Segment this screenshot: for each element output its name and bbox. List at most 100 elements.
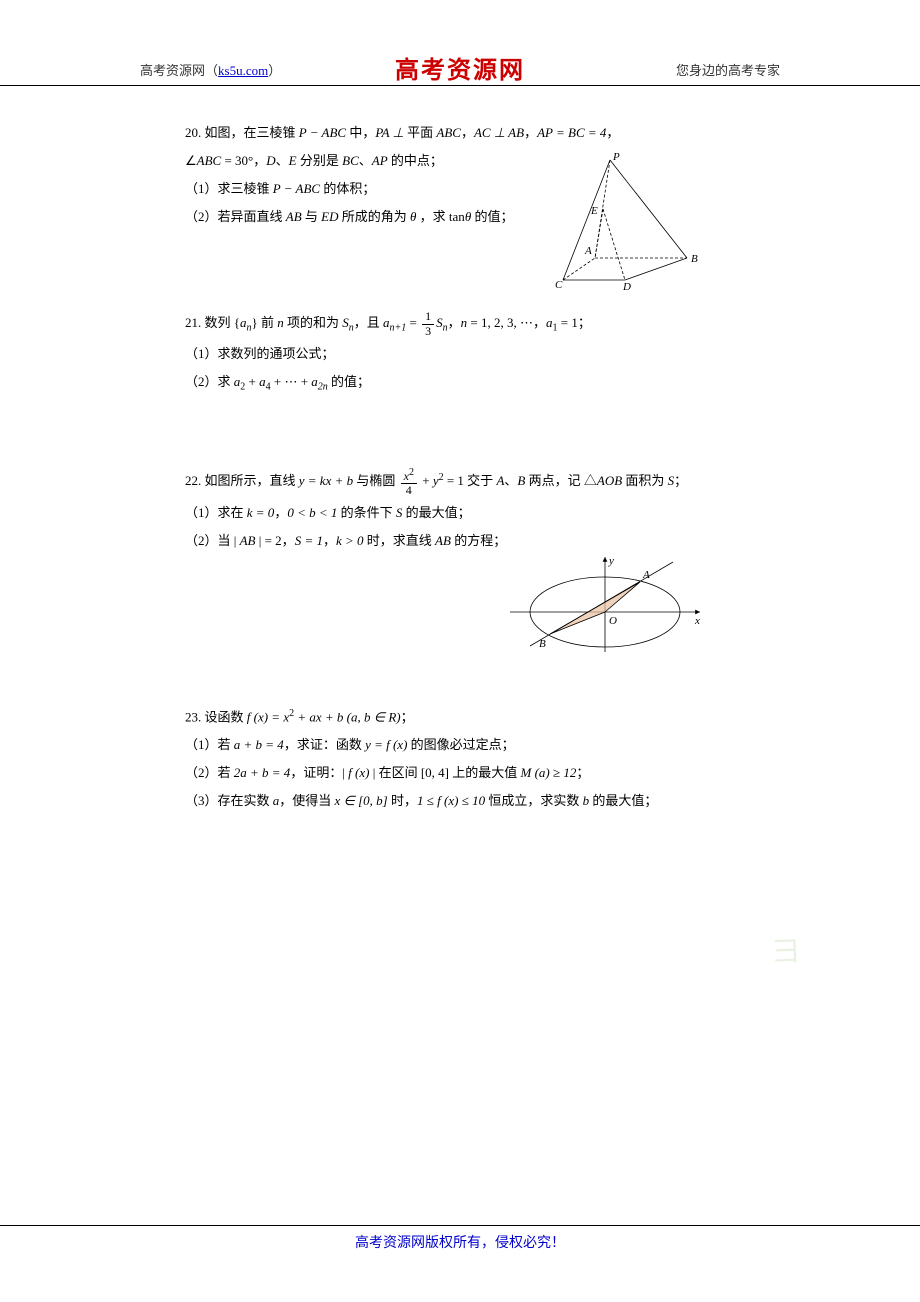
frac-den: 4 xyxy=(401,484,417,497)
p21-text: 项的和为 xyxy=(284,315,343,330)
p23-q2: | 在区间 [0, 4] 上的最大值 xyxy=(369,765,520,780)
fig20-label-B: B xyxy=(691,253,698,265)
watermark: 彐 xyxy=(771,930,800,971)
p20-q2: ，求 tan xyxy=(416,209,464,224)
header-right: 您身边的高考专家 xyxy=(676,60,780,79)
p23-q3: 时， xyxy=(388,793,417,808)
p23-q3: 恒成立，求实数 xyxy=(485,793,583,808)
fig22-label-O: O xyxy=(609,615,617,627)
p20-text: 分别是 xyxy=(297,153,343,168)
p21-text: = 1, 2, 3, ⋯， xyxy=(467,315,546,330)
problem-21: 21. 数列 {an} 前 n 项的和为 Sn，且 an+1 = 13Sn，n … xyxy=(185,310,755,397)
fig20-label-P: P xyxy=(612,151,620,163)
p22-q1: 的最大值； xyxy=(402,505,470,520)
p21-sub: 2n xyxy=(318,381,328,392)
fig22-label-y: y xyxy=(608,555,614,567)
p22-text: 与椭圆 xyxy=(353,473,399,488)
p23-expr: x ∈ [0, b] xyxy=(335,793,388,808)
header-left-text: 高考资源网（ xyxy=(140,63,218,78)
header-left: 高考资源网（ks5u.com） xyxy=(140,60,281,79)
p23-q2: ，证明：| xyxy=(290,765,348,780)
p21-q2: + xyxy=(245,374,259,389)
p23-expr: M (a) ≥ 12 xyxy=(520,765,576,780)
p22-expr: y = kx + b xyxy=(299,473,353,488)
frac-den: 3 xyxy=(422,325,434,338)
problem-22: 22. 如图所示，直线 y = kx + b 与椭圆 x24 + y2 = 1 … xyxy=(185,467,755,553)
p20-expr: D xyxy=(266,153,275,168)
p21-text: 21. 数列 { xyxy=(185,315,240,330)
p20-text: ， xyxy=(461,125,474,140)
p23-q1: （1）若 xyxy=(185,737,234,752)
p22-expr: S = 1 xyxy=(295,533,323,548)
header-link[interactable]: ks5u.com xyxy=(218,63,268,78)
p22-q1: 的条件下 xyxy=(337,505,396,520)
header-title: 高考资源网 xyxy=(395,50,525,85)
p22-text: 、 xyxy=(504,473,517,488)
p23-q2: ； xyxy=(576,765,589,780)
p22-text: 面积为 xyxy=(622,473,668,488)
p20-text: 中， xyxy=(346,125,375,140)
p22-text: 两点，记 △ xyxy=(525,473,597,488)
p23-text: ； xyxy=(401,709,414,724)
p20-q1: （1）求三棱锥 xyxy=(185,181,273,196)
p23-q1: 的图像必过定点； xyxy=(407,737,514,752)
p20-expr: E xyxy=(289,153,297,168)
p22-q1: （1）求在 xyxy=(185,505,247,520)
p20-expr: P − ABC xyxy=(273,181,320,196)
p22-expr: AB xyxy=(240,533,256,548)
p20-expr: AP = BC = 4 xyxy=(537,125,606,140)
p21-text: } 前 xyxy=(252,315,278,330)
p20-text: ， xyxy=(606,125,619,140)
p21-q2: 的值； xyxy=(328,374,370,389)
p21-text: = 1； xyxy=(557,315,590,330)
fig20-label-E: E xyxy=(590,205,598,217)
p20-expr: ED xyxy=(321,209,338,224)
p23-q1: ，求证：函数 xyxy=(284,737,365,752)
p23-q2: （2）若 xyxy=(185,765,234,780)
p22-expr: k > 0 xyxy=(336,533,364,548)
p23-expr: y = f (x) xyxy=(365,737,407,752)
content-area: 20. 如图，在三棱锥 P − ABC 中，PA ⊥ 平面 ABC，AC ⊥ A… xyxy=(185,120,755,864)
p22-q2: 时，求直线 xyxy=(364,533,436,548)
problem-23: 23. 设函数 f (x) = x2 + ax + b (a, b ∈ R)； … xyxy=(185,704,755,814)
fig20-label-D: D xyxy=(622,281,631,290)
fig22-label-A: A xyxy=(642,569,650,581)
p21-text: ，且 xyxy=(354,315,383,330)
p22-q2: （2）当 | xyxy=(185,533,240,548)
p23-text: 23. 设函数 xyxy=(185,709,247,724)
p23-expr: 2a + b = 4 xyxy=(234,765,291,780)
p22-q2: | = 2， xyxy=(256,533,295,548)
p22-expr: AB xyxy=(435,533,451,548)
p22-frac: x24 xyxy=(401,467,417,497)
p20-expr: P − ABC xyxy=(299,125,346,140)
p20-text: 平面 xyxy=(404,125,437,140)
page-footer: 高考资源网版权所有，侵权必究！ xyxy=(0,1225,920,1252)
fig22-label-B: B xyxy=(539,638,546,650)
p20-expr: BC xyxy=(342,153,359,168)
p20-expr: AC ⊥ AB xyxy=(474,125,524,140)
frac-num-sup: 2 xyxy=(409,467,414,478)
frac-num: x2 xyxy=(401,467,417,484)
p20-expr: ABC xyxy=(197,153,222,168)
p22-q2: ， xyxy=(323,533,336,548)
p21-sub: n+1 xyxy=(390,323,407,334)
p21-text: ， xyxy=(448,315,461,330)
p23-q3: ，使得当 xyxy=(279,793,334,808)
p21-q2: （2）求 xyxy=(185,374,234,389)
fig22-label-x: x xyxy=(694,615,700,627)
p22-expr: k = 0 xyxy=(247,505,275,520)
p22-text: + xyxy=(419,473,433,488)
p22-var: AOB xyxy=(597,473,622,488)
footer-text: 高考资源网版权所有，侵权必究！ xyxy=(355,1236,565,1251)
problem-20: 20. 如图，在三棱锥 P − ABC 中，PA ⊥ 平面 ABC，AC ⊥ A… xyxy=(185,120,755,230)
fig20-label-C: C xyxy=(555,279,563,290)
p20-text: 的中点； xyxy=(388,153,443,168)
p21-text: = xyxy=(406,315,420,330)
p22-text: 22. 如图所示，直线 xyxy=(185,473,299,488)
p20-text: 、 xyxy=(276,153,289,168)
p21-q1: （1）求数列的通项公式； xyxy=(185,341,755,367)
p21-frac: 13 xyxy=(422,310,434,337)
p23-q3: （3）存在实数 xyxy=(185,793,273,808)
p21-q2: + ⋯ + xyxy=(271,374,312,389)
header-left-text2: ） xyxy=(268,63,281,78)
